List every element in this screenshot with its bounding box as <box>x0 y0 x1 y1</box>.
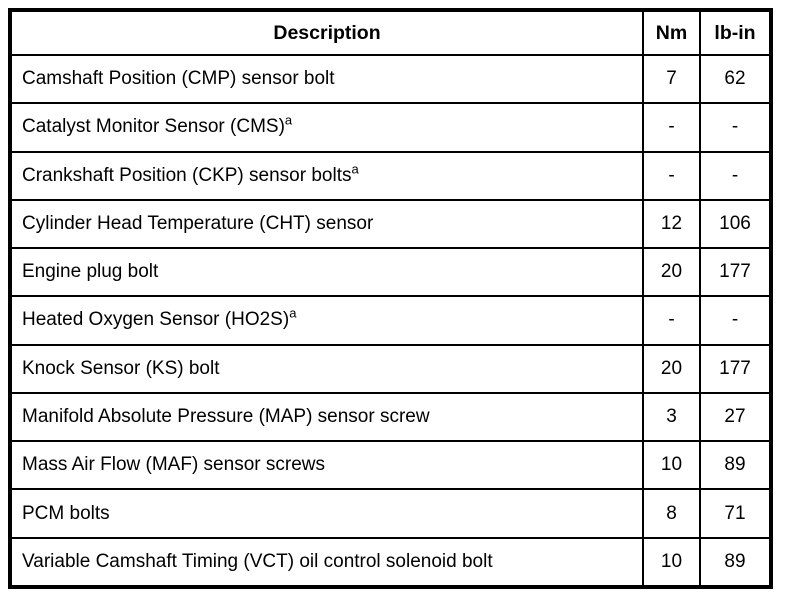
table-row: Mass Air Flow (MAF) sensor screws 10 89 <box>10 440 771 491</box>
table-row: PCM bolts 8 71 <box>10 488 771 539</box>
table-row: Catalyst Monitor Sensor (CMS)a - - <box>10 102 771 153</box>
description-cell: Camshaft Position (CMP) sensor bolt <box>10 53 644 105</box>
description-cell: Mass Air Flow (MAF) sensor screws <box>10 440 644 491</box>
lb-in-value-cell: - <box>699 150 771 201</box>
description-cell: Catalyst Monitor Sensor (CMS)a <box>10 102 644 153</box>
description-cell: Manifold Absolute Pressure (MAP) sensor … <box>10 391 644 443</box>
table-row: Knock Sensor (KS) bolt 20 177 <box>10 343 771 394</box>
header-description: Description <box>10 10 644 56</box>
torque-spec-table: Description Nm lb-in Camshaft Position (… <box>10 10 771 588</box>
table-row: Heated Oxygen Sensor (HO2S)a - - <box>10 295 771 346</box>
footnote-marker: a <box>351 161 359 177</box>
lb-in-value-cell: - <box>699 102 771 153</box>
description-cell: Heated Oxygen Sensor (HO2S)a <box>10 295 644 346</box>
torque-spec-table-frame: Description Nm lb-in Camshaft Position (… <box>8 8 773 589</box>
description-cell: Variable Camshaft Timing (VCT) oil contr… <box>10 536 644 588</box>
table-row: Manifold Absolute Pressure (MAP) sensor … <box>10 391 771 443</box>
description-cell: Knock Sensor (KS) bolt <box>10 343 644 394</box>
description-cell: Cylinder Head Temperature (CHT) sensor <box>10 198 644 250</box>
nm-value-cell: 8 <box>642 488 701 539</box>
lb-in-value-cell: 177 <box>699 247 771 298</box>
nm-value-cell: 10 <box>642 536 701 588</box>
nm-value-cell: 20 <box>642 343 701 394</box>
nm-value-cell: - <box>642 102 701 153</box>
lb-in-value-cell: 62 <box>699 53 771 105</box>
nm-value-cell: - <box>642 295 701 346</box>
lb-in-value-cell: 89 <box>699 536 771 588</box>
footnote-marker: a <box>289 306 297 322</box>
lb-in-value-cell: 71 <box>699 488 771 539</box>
nm-value-cell: 7 <box>642 53 701 105</box>
lb-in-value-cell: - <box>699 295 771 346</box>
table-row: Variable Camshaft Timing (VCT) oil contr… <box>10 536 771 588</box>
table-row: Engine plug bolt 20 177 <box>10 247 771 298</box>
table-row: Camshaft Position (CMP) sensor bolt 7 62 <box>10 53 771 105</box>
table-row: Crankshaft Position (CKP) sensor boltsa -… <box>10 150 771 201</box>
footnote-marker: a <box>284 113 293 129</box>
nm-value-cell: 3 <box>642 391 701 443</box>
lb-in-value-cell: 89 <box>699 440 771 491</box>
description-cell: Crankshaft Position (CKP) sensor boltsa <box>10 150 644 201</box>
header-lb-in: lb-in <box>699 10 771 56</box>
description-cell: Engine plug bolt <box>10 247 644 298</box>
lb-in-value-cell: 106 <box>699 198 771 250</box>
nm-value-cell: 20 <box>642 247 701 298</box>
description-cell: PCM bolts <box>10 488 644 539</box>
nm-value-cell: - <box>642 150 701 201</box>
table-row: Cylinder Head Temperature (CHT) sensor 12… <box>10 198 771 250</box>
nm-value-cell: 12 <box>642 198 701 250</box>
lb-in-value-cell: 27 <box>699 391 771 443</box>
table-header-row: Description Nm lb-in <box>10 10 771 56</box>
torque-table-body: Camshaft Position (CMP) sensor bolt 7 62 Ca… <box>10 53 771 588</box>
nm-value-cell: 10 <box>642 440 701 491</box>
lb-in-value-cell: 177 <box>699 343 771 394</box>
header-nm: Nm <box>642 10 701 56</box>
